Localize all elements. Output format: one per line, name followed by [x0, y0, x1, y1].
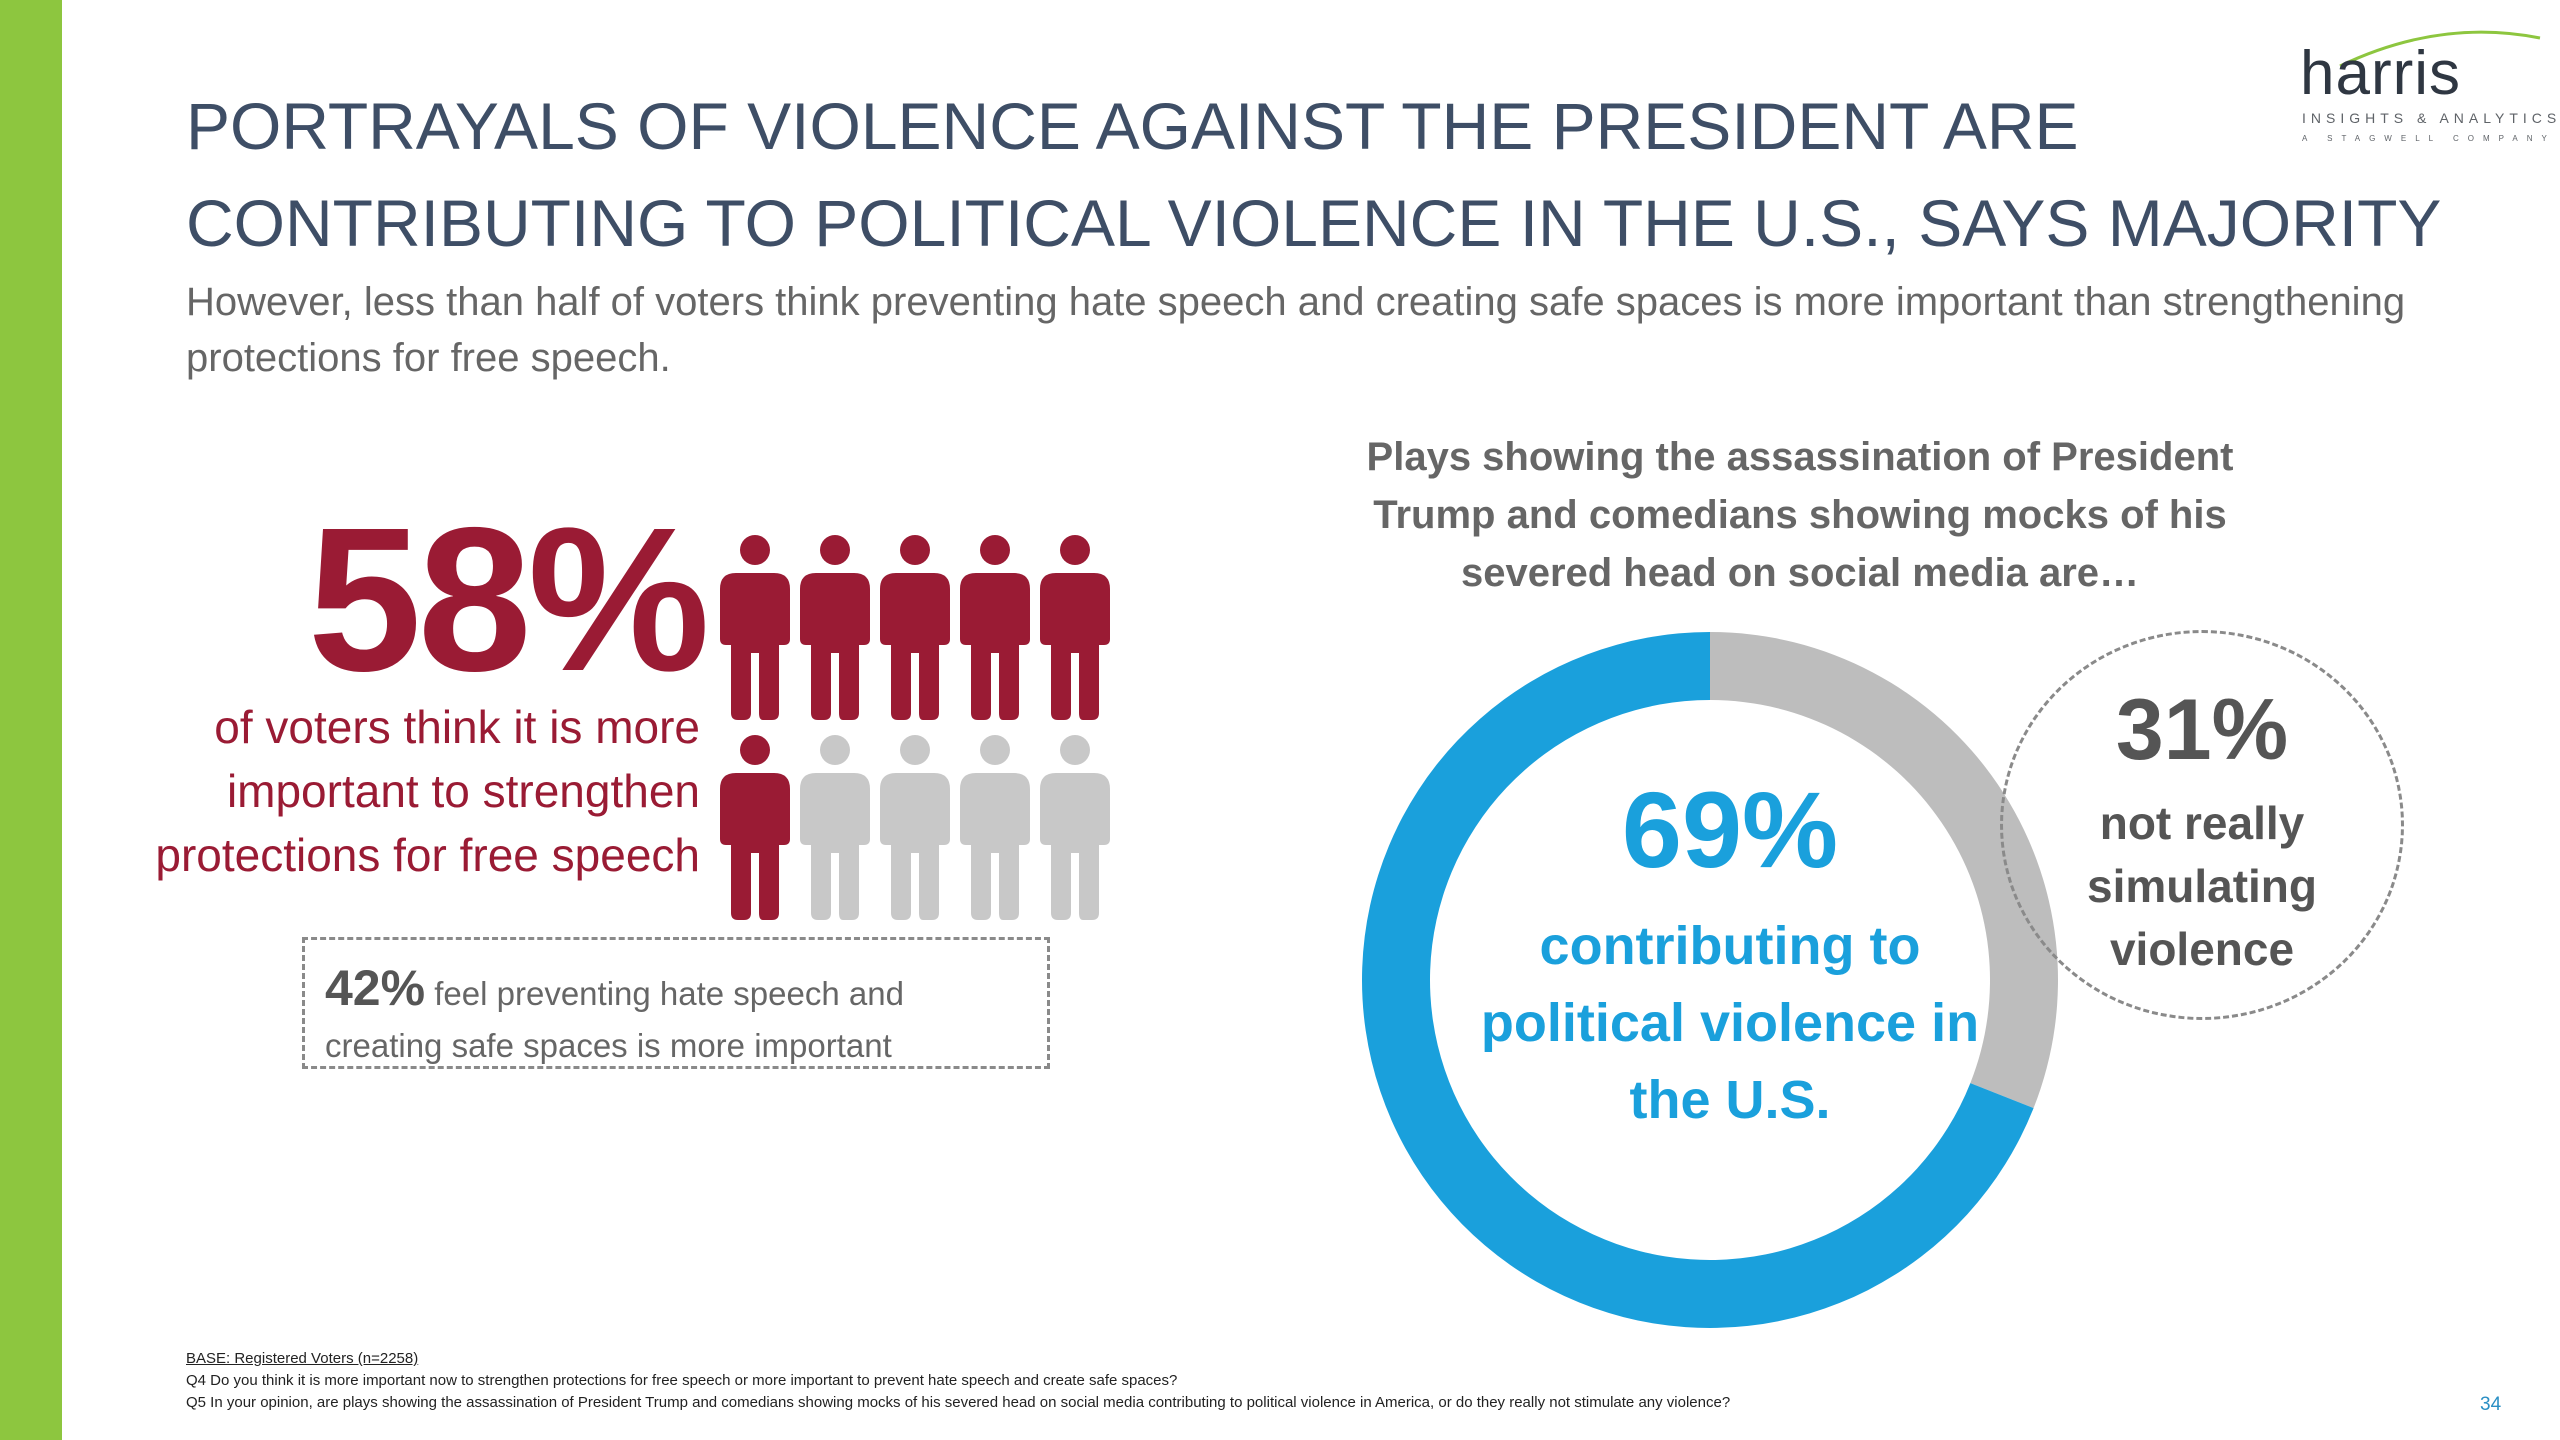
person-icon — [720, 535, 790, 720]
donut-title: Plays showing the assassination of Presi… — [1366, 435, 2234, 595]
contributing-label: contributing to political violence in th… — [1480, 916, 1980, 1130]
logo-subline: A STAGWELL COMPANY — [2302, 134, 2556, 143]
donut-chart — [1362, 632, 2058, 1328]
person-icon — [1040, 535, 1110, 720]
hate-speech-description: feel preventing hate speech and creating… — [325, 975, 904, 1064]
footnote-q5: Q5 In your opinion, are plays showing th… — [186, 1394, 1731, 1411]
person-icon — [880, 735, 950, 920]
contributing-percent: 69% — [1621, 769, 1839, 890]
slide-title: PORTRAYALS OF VIOLENCE AGAINST THE PRESI… — [186, 89, 2442, 260]
footnote-q4: Q4 Do you think it is more important now… — [186, 1372, 1178, 1389]
person-icon — [800, 735, 870, 920]
free-speech-description: of voters think it is more important to … — [155, 701, 700, 881]
people-pictograph — [720, 535, 1110, 920]
person-icon — [960, 735, 1030, 920]
logo-tagline: INSIGHTS & ANALYTICS — [2302, 110, 2560, 126]
person-icon — [880, 535, 950, 720]
not-violence-label: not really simulating violence — [2086, 797, 2318, 975]
accent-bar — [0, 0, 62, 1440]
person-icon — [1040, 735, 1110, 920]
person-icon — [720, 735, 790, 920]
hate-speech-percent: 42% — [325, 960, 426, 1016]
hate-speech-callout: 42% feel preventing hate speech and crea… — [302, 937, 1050, 1069]
free-speech-percent: 58% — [307, 485, 710, 714]
harris-logo: harris INSIGHTS & ANALYTICS A STAGWELL C… — [2270, 18, 2556, 148]
person-icon — [960, 535, 1030, 720]
logo-swoosh-icon — [2339, 30, 2541, 68]
person-icon — [800, 535, 870, 720]
footnote-base: BASE: Registered Voters (n=2258) — [186, 1350, 419, 1367]
slide-subtitle: However, less than half of voters think … — [186, 280, 2406, 380]
not-violence-percent: 31% — [2115, 682, 2289, 778]
footnotes: BASE: Registered Voters (n=2258) Q4 Do y… — [186, 1348, 2386, 1414]
page-number: 34 — [2480, 1394, 2502, 1415]
not-violence-bubble — [2000, 630, 2404, 1020]
donut-slice-not-violence — [1710, 632, 2058, 1109]
logo-wordmark: harris — [2300, 39, 2462, 108]
